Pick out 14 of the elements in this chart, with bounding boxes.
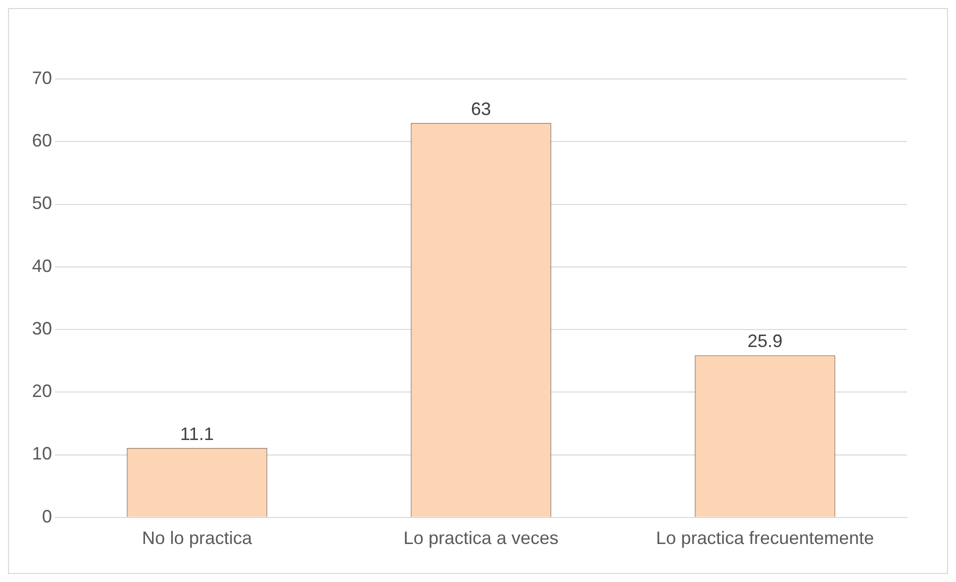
y-tick-label: 50 xyxy=(32,193,52,214)
y-tick-label: 30 xyxy=(32,318,52,338)
data-label: 11.1 xyxy=(180,424,214,444)
x-tick-label: Lo practica a veces xyxy=(403,528,559,548)
y-tick-label: 70 xyxy=(32,68,52,88)
y-tick-label: 60 xyxy=(32,130,52,151)
y-tick-label: 40 xyxy=(32,256,52,276)
data-label: 63 xyxy=(470,98,492,119)
x-tick-label: Lo practica frecuentemente xyxy=(656,528,874,548)
y-tick-label: 20 xyxy=(32,381,52,402)
x-tick-label: No lo practica xyxy=(142,528,254,548)
y-tick-label: 0 xyxy=(42,506,52,526)
data-label: 25.9 xyxy=(747,331,783,352)
y-tick-label: 10 xyxy=(32,444,52,464)
